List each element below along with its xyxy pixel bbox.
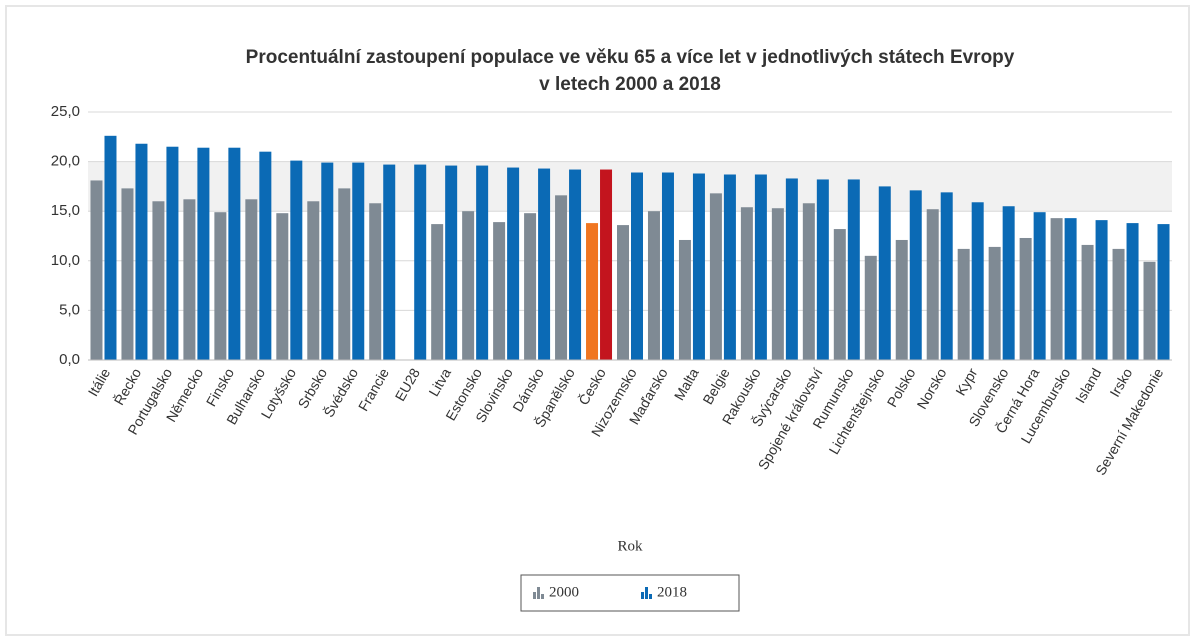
bar [538, 168, 551, 360]
legend-label[interactable]: 2018 [657, 584, 687, 600]
bar [507, 167, 520, 360]
bar [214, 212, 227, 360]
bar [290, 160, 303, 360]
bar [166, 146, 179, 360]
bar [228, 147, 241, 360]
bar [431, 224, 444, 360]
y-tick-label: 5,0 [59, 301, 80, 318]
bar [754, 174, 767, 360]
legend-icon [641, 592, 644, 599]
y-tick-label: 25,0 [51, 103, 80, 120]
bar [971, 202, 984, 360]
bar [307, 201, 320, 360]
bar [1002, 206, 1015, 360]
bar [926, 209, 939, 360]
chart-title: Procentuální zastoupení populace ve věku… [246, 47, 1015, 68]
y-tick-label: 20,0 [51, 153, 80, 170]
bar [1081, 244, 1094, 360]
y-tick-label: 0,0 [59, 351, 80, 368]
legend-icon [541, 594, 544, 599]
bar [617, 225, 629, 360]
bar [183, 199, 196, 360]
bar [878, 186, 891, 360]
bar [1019, 237, 1032, 360]
legend-icon [533, 592, 536, 599]
bar [476, 165, 489, 360]
bar [678, 239, 691, 360]
bar [771, 208, 784, 360]
bar [909, 190, 922, 360]
bar [524, 213, 537, 360]
bar [414, 164, 427, 360]
x-axis-label: Rok [617, 538, 643, 554]
bar [600, 169, 613, 360]
bar [723, 174, 736, 360]
bar [1064, 218, 1077, 360]
bar [802, 203, 815, 360]
bar [152, 201, 165, 360]
y-tick-label: 10,0 [51, 252, 80, 269]
legend-label[interactable]: 2000 [549, 584, 579, 600]
bar [369, 203, 382, 360]
bar [940, 192, 953, 360]
bar [586, 223, 599, 360]
bar [692, 173, 705, 360]
bar [1050, 218, 1063, 360]
bar [1143, 261, 1156, 360]
bar [245, 199, 258, 360]
bar [259, 151, 272, 360]
bar [1157, 224, 1170, 360]
bar [1126, 223, 1139, 360]
bar [352, 162, 365, 360]
bar [135, 143, 148, 360]
legend-icon [537, 587, 540, 599]
bar [1095, 220, 1108, 360]
bar [833, 229, 846, 360]
legend-icon [649, 594, 652, 599]
bar [785, 178, 798, 360]
bar [338, 188, 351, 360]
bar [445, 165, 458, 360]
bar [709, 193, 722, 360]
bar [276, 213, 289, 360]
bar [383, 164, 396, 360]
bar [1033, 212, 1046, 360]
bar [816, 179, 829, 360]
bar [740, 207, 753, 360]
bar [197, 147, 210, 360]
bar [569, 169, 582, 360]
bar [957, 248, 970, 360]
bar [864, 255, 877, 360]
legend-icon [645, 587, 648, 599]
bar [661, 172, 674, 360]
chart-title: v letech 2000 a 2018 [539, 74, 721, 95]
bar [895, 239, 908, 360]
bar [493, 222, 506, 360]
bar [647, 211, 660, 360]
y-tick-label: 15,0 [51, 202, 80, 219]
bar [631, 172, 643, 360]
legend [520, 574, 740, 612]
bar [321, 162, 334, 360]
bar [847, 179, 860, 360]
bar [121, 188, 134, 360]
bar [462, 211, 475, 360]
bar [555, 195, 568, 360]
bar [104, 135, 117, 360]
bar [90, 180, 103, 360]
bar [1112, 248, 1125, 360]
bar [988, 246, 1001, 360]
